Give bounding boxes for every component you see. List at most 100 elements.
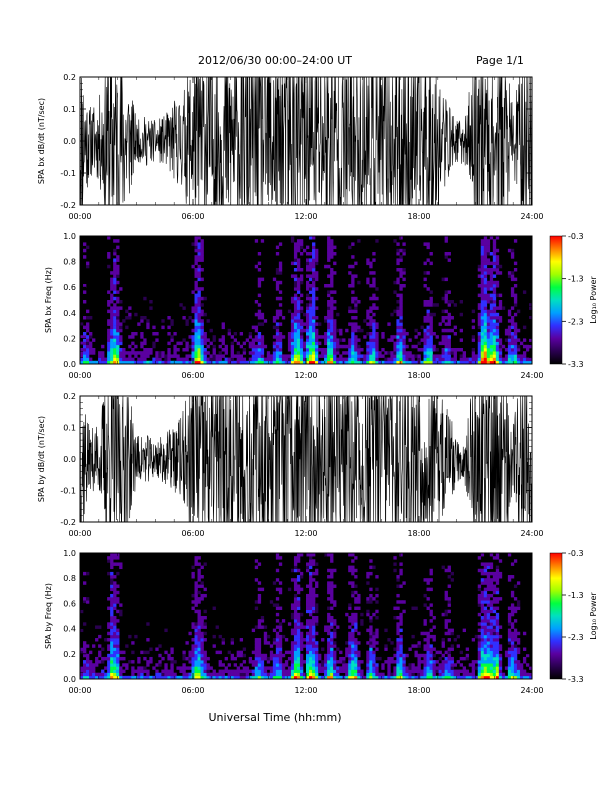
bx-spectrogram-cell xyxy=(357,300,361,304)
by-spectrogram-cell xyxy=(197,672,201,677)
bx-spectrogram-cell xyxy=(309,309,313,314)
by-spectrogram-cell xyxy=(206,656,210,661)
bx-spectrogram-cell xyxy=(312,357,316,362)
bx-spectrogram-cell xyxy=(489,261,494,266)
bx-spectrogram-cell xyxy=(483,332,488,336)
bx-spectrogram-cell xyxy=(278,354,283,358)
by-spectrogram-cell xyxy=(197,622,201,626)
by-spectrogram-cell xyxy=(185,666,189,670)
bx-spectrogram-cell xyxy=(423,261,427,266)
bx-spectrogram-cell xyxy=(351,341,355,346)
by-spectrogram-cell xyxy=(498,571,503,576)
by-spectrogram-cell xyxy=(164,675,168,680)
bx-spectrogram-cell xyxy=(327,348,331,352)
by-spectrogram-cell xyxy=(489,634,494,639)
bx-spectrogram-cell xyxy=(354,306,358,310)
by-spectrogram-cell xyxy=(495,641,500,645)
by-spectrogram-cell xyxy=(336,666,340,670)
by-spectrogram-cell xyxy=(441,666,445,670)
bx-spectrogram-cell xyxy=(399,271,403,275)
by-spectrogram-cell xyxy=(351,565,355,570)
by-spectrogram-cell xyxy=(113,575,117,579)
bx-spectrogram-cell xyxy=(327,309,331,314)
bx-spectrogram-cell xyxy=(357,351,361,355)
by-spectrogram-cell xyxy=(495,672,500,677)
bx-spectrogram-cell xyxy=(293,284,298,288)
bx-spectrogram-cell xyxy=(200,328,204,333)
by-spectrogram-cell xyxy=(312,660,316,664)
by-spectrogram-cell xyxy=(83,647,87,651)
bx-spectrogram-cell xyxy=(507,309,512,314)
by-spectrogram-cell xyxy=(495,575,500,579)
by-spectrogram-cell xyxy=(182,653,186,658)
bx-spectrogram-cell xyxy=(272,357,277,362)
bx-spectrogram-cell xyxy=(333,252,337,256)
by-spectrogram-cell xyxy=(507,578,512,582)
by-spectrogram-cell xyxy=(309,628,313,633)
bx-spectrogram-cell xyxy=(113,312,117,317)
by-spectrogram-cell xyxy=(393,653,397,658)
bx-spectrogram-cell xyxy=(113,360,117,365)
bx-spectrogram-cell xyxy=(306,325,310,330)
bx-spectrogram-cell xyxy=(134,312,138,317)
by-spectrogram-cell xyxy=(507,672,512,677)
by-spectrogram-cell xyxy=(339,666,343,670)
by-spectrogram-cell xyxy=(489,628,494,633)
by-spectrogram-cell xyxy=(260,669,265,673)
by-spectrogram-cell xyxy=(423,656,427,661)
by-spectrogram-cell xyxy=(492,625,497,629)
bx-spectrogram-cell xyxy=(315,351,319,355)
by-spectrogram-cell xyxy=(146,669,150,673)
by-spectrogram-cell xyxy=(372,597,376,601)
by-spectrogram-cell xyxy=(486,575,491,579)
bx-spectrogram-cell xyxy=(510,274,515,278)
by-spectrogram-cell xyxy=(218,650,222,655)
by-spectrogram-cell xyxy=(324,628,328,633)
by-spectrogram-cell xyxy=(110,666,114,670)
by-spectrogram-cell xyxy=(516,672,521,677)
by-spectrogram-cell xyxy=(507,638,512,642)
by-spectrogram-cell xyxy=(321,675,325,680)
bx-spectrogram-cell xyxy=(528,338,533,342)
bx-spectrogram-cell xyxy=(140,351,144,355)
by-spectrogram-cell xyxy=(312,634,316,639)
bx-spectrogram-cell xyxy=(275,338,280,342)
bx-spectrogram-cell xyxy=(477,274,482,278)
by-spectrogram-cell xyxy=(507,647,512,651)
by-spectrogram-cell xyxy=(477,669,482,673)
by-spectrogram-cell xyxy=(266,672,271,677)
bx-spectrogram-cell xyxy=(504,328,509,333)
bx-spectrogram-cell xyxy=(152,325,156,330)
by-spectrogram-cell xyxy=(309,606,313,610)
by-spectrogram-cell xyxy=(399,650,403,655)
by-spectrogram-cell xyxy=(197,568,201,573)
by-spectrogram-cell xyxy=(128,634,132,639)
by-spectrogram-cell xyxy=(110,578,114,582)
bx-spectrogram-cell xyxy=(492,274,497,278)
bx-spectrogram-cell xyxy=(125,357,129,362)
bx-spectrogram-cell xyxy=(519,341,524,346)
by-spectrogram-cell xyxy=(396,666,400,670)
bx-spectrogram-cell xyxy=(429,335,433,339)
bx-spectrogram-cell xyxy=(284,357,289,362)
by-spectrogram-cell xyxy=(327,644,331,648)
bx-spectrogram-cell xyxy=(275,280,280,285)
bx-spectrogram-cell xyxy=(357,338,361,342)
by-spectrogram-cell xyxy=(471,675,476,680)
by-spectrogram-cell xyxy=(315,581,319,585)
bx-spectrogram-cell xyxy=(489,357,494,362)
bx-spectrogram-cell xyxy=(128,306,132,310)
by-spectrogram-cell xyxy=(495,581,500,585)
by-spectrogram-cell xyxy=(375,634,379,639)
bx-spectrogram-cell xyxy=(471,325,476,330)
by-spectrogram-cell xyxy=(293,609,298,614)
by-spectrogram-cell xyxy=(302,638,307,642)
bx-spectrogram-cell xyxy=(465,357,470,362)
bx-spectrogram-cell xyxy=(480,239,485,243)
bx-spectrogram-cell xyxy=(110,309,114,314)
bx-spectrogram-cell xyxy=(302,360,307,365)
bx-spectrogram-cell xyxy=(489,312,494,317)
bx-spectrogram-cell xyxy=(251,348,256,352)
bx-spectrogram-cell xyxy=(212,351,216,355)
by-spectrogram-cell xyxy=(480,675,485,680)
